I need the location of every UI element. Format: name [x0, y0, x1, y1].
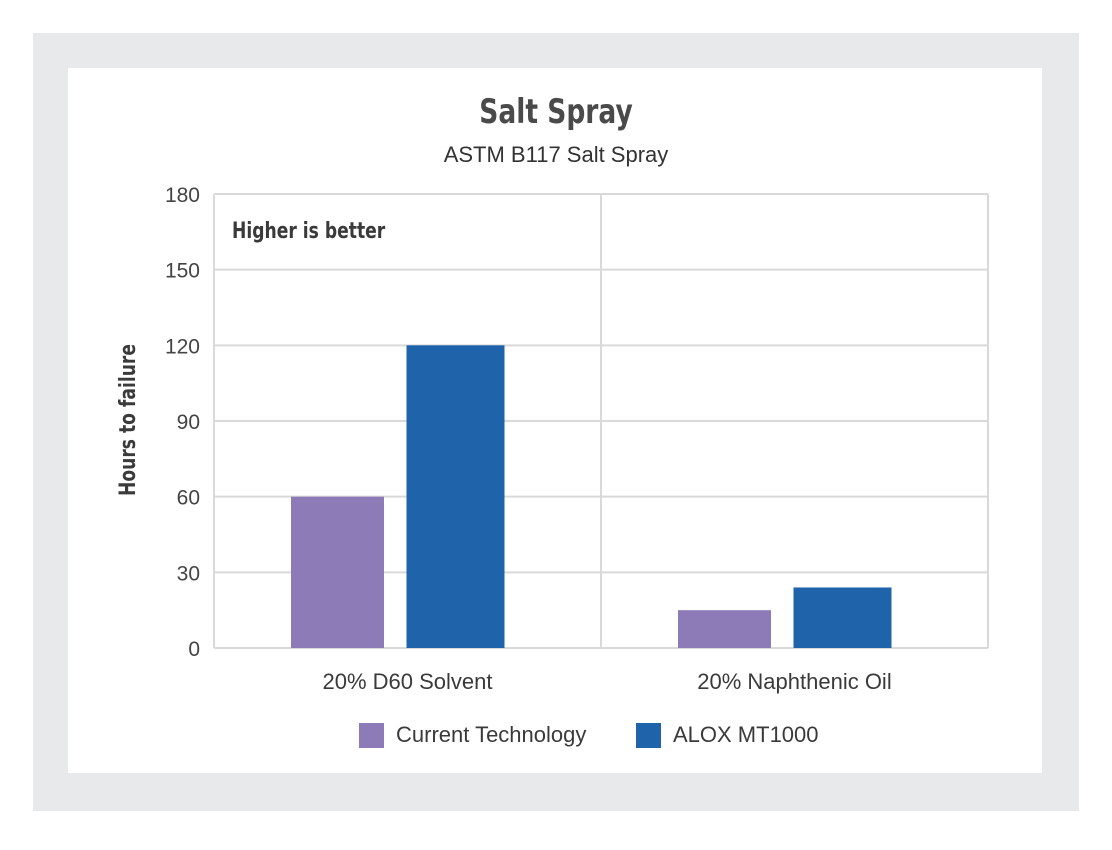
- x-category-label-0: 20% D60 Solvent: [323, 669, 493, 694]
- chart-subtitle: ASTM B117 Salt Spray: [443, 142, 669, 167]
- chart-annotation: Higher is better: [232, 218, 385, 244]
- x-category-label-1: 20% Naphthenic Oil: [697, 669, 891, 694]
- y-axis-ticks: 0 30 60 90 120 150 180: [165, 184, 200, 661]
- bar-alox-mt1000-d60-solvent: [406, 345, 505, 648]
- chart-legend: Current Technology ALOX MT1000: [0, 722, 1112, 750]
- legend-swatch-current-technology: [359, 722, 384, 748]
- y-tick-label-180: 180: [165, 184, 200, 207]
- legend-item-alox-mt1000: ALOX MT1000: [636, 722, 819, 748]
- legend-swatch-alox-mt1000: [636, 722, 661, 748]
- bar-alox-mt1000-naphthenic-oil: [793, 587, 892, 648]
- chart-title: Salt Spray: [479, 92, 633, 132]
- bar-current-technology-naphthenic-oil: [678, 610, 771, 648]
- y-tick-label-90: 90: [177, 411, 200, 434]
- y-tick-label-30: 30: [177, 562, 200, 585]
- bar-current-technology-d60-solvent: [291, 496, 384, 648]
- y-axis-label: Hours to failure: [115, 344, 141, 496]
- legend-item-current-technology: Current Technology: [359, 722, 586, 748]
- x-axis-categories: 20% D60 Solvent 20% Naphthenic Oil: [323, 669, 892, 694]
- y-tick-label-120: 120: [165, 335, 200, 358]
- y-tick-label-0: 0: [188, 638, 200, 661]
- y-tick-label-60: 60: [177, 487, 200, 510]
- legend-label-current-technology: Current Technology: [396, 722, 587, 747]
- chart-bars: [291, 345, 892, 648]
- legend-label-alox-mt1000: ALOX MT1000: [673, 722, 819, 747]
- y-tick-label-150: 150: [165, 260, 200, 283]
